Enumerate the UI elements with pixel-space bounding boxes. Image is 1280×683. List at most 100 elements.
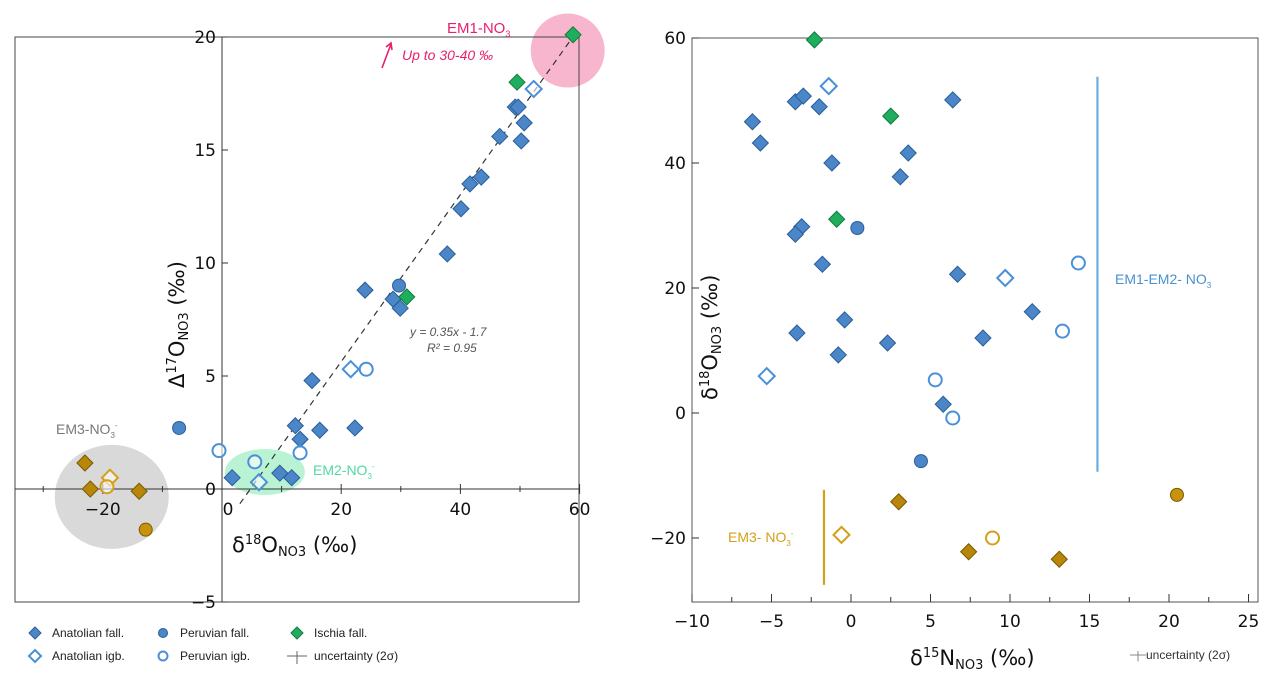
em2-label-superscript: - (372, 462, 375, 471)
series-peruvian-igb- (927, 255, 1086, 426)
legend: Anatolian fall. Peruvian fall. Ischia fall… (27, 626, 398, 664)
axis-label-unit: (‰) (165, 261, 189, 312)
data-point (452, 200, 470, 218)
data-point (247, 454, 263, 470)
legend-label: Peruvian fall. (180, 626, 249, 640)
x-tick-label: 20 (330, 500, 352, 520)
axis-label-unit: (‰) (306, 533, 357, 557)
axis-label-unit: (‰) (698, 275, 722, 326)
data-point (358, 361, 374, 377)
data-point (788, 324, 806, 342)
em2-label-subscript: 3 (367, 472, 372, 481)
y-tick-label: 5 (205, 367, 216, 387)
plot-frame (691, 37, 1259, 603)
data-point (391, 299, 409, 317)
y-tick-label: −5 (191, 593, 216, 613)
legend-marker-diamond-open-icon (27, 648, 43, 664)
em1-em2-label: EM1-EM2- NO3 (1115, 271, 1212, 290)
legend-marker-diamond-icon (28, 626, 42, 640)
data-point (985, 530, 1001, 546)
y-tick-label: 60 (664, 29, 686, 49)
right-chart: −10 −5 0 5 10 15 20 25 −20 0 20 40 60 EM1-EM2- NO3 EM3… (650, 29, 1259, 673)
data-point (827, 210, 846, 228)
axis-label-subscript: NO3 (278, 545, 306, 560)
y-tick-label: 0 (675, 404, 686, 424)
legend-marker-diamond-icon (290, 626, 304, 640)
axis-label-unit: (‰) (983, 646, 1034, 670)
legend-item: Ischia fall. (290, 626, 367, 640)
data-point (1050, 550, 1068, 568)
series-em3-igb-circle- (985, 530, 1001, 546)
data-point (823, 154, 841, 172)
axis-label-superscript: 15 (923, 646, 940, 661)
series-anatolian-fall- (223, 98, 533, 487)
y-axis-label: δ18ONO3 (‰) (698, 275, 725, 400)
data-point (515, 114, 533, 132)
series-em3-fall-circle- (138, 522, 153, 537)
y-tick-label: 20 (194, 28, 216, 48)
data-point (286, 417, 305, 435)
data-point (974, 329, 992, 347)
axis-label-symbol: δ (910, 646, 923, 670)
axis-label-main: O (165, 341, 189, 358)
data-point (832, 525, 851, 545)
x-tick-label: 20 (1158, 612, 1180, 632)
em2-label: EM2-NO3- (313, 462, 375, 481)
data-point (81, 480, 99, 498)
legend-item: Anatolian fall. (28, 626, 124, 640)
series-em3-fall-circle- (1169, 487, 1184, 502)
data-point (813, 255, 832, 273)
series-em3-fall-diamond- (889, 493, 1068, 568)
data-point (512, 132, 530, 150)
data-point (786, 225, 805, 243)
legend-marker-cross-icon (287, 651, 307, 664)
series-peruvian-fall- (850, 221, 928, 469)
legend-label: Anatolian fall. (52, 626, 124, 640)
em3-label: EM3- NO3- (728, 529, 794, 548)
data-point (99, 479, 115, 495)
data-point (889, 493, 908, 511)
data-point (356, 281, 374, 299)
em1-em2-label-subscript: 3 (1207, 281, 1212, 290)
axis-label-symbol: Δ (165, 373, 189, 388)
y-axis-label: Δ17ONO3 (‰) (165, 261, 192, 388)
y-tick-label: −20 (650, 529, 686, 549)
data-point (524, 79, 544, 99)
data-point (172, 420, 187, 435)
data-point (341, 359, 361, 379)
data-point (891, 168, 909, 186)
axis-label-subscript: NO3 (710, 326, 725, 354)
em3-label-subscript: 3 (110, 431, 115, 440)
data-point (472, 168, 490, 186)
data-point (76, 454, 94, 472)
em1-zone (530, 13, 605, 88)
data-point (850, 221, 865, 235)
data-point (1054, 323, 1070, 339)
data-point (835, 311, 854, 329)
data-point (810, 98, 828, 116)
data-point (438, 245, 456, 263)
data-point (948, 265, 967, 283)
data-point (130, 482, 148, 500)
data-point (757, 366, 777, 386)
x-axis-label: δ15NNO3 (‰) (910, 646, 1035, 673)
series-ischia-fall- (398, 26, 582, 306)
axis-label-symbol: δ (232, 533, 245, 557)
data-point (794, 87, 813, 105)
legend-item: Peruvian igb. (157, 649, 250, 663)
data-point (819, 76, 839, 96)
legend-item: Peruvian fall. (158, 626, 249, 640)
em3-label-superscript: - (115, 421, 118, 430)
series-peruvian-igb- (211, 361, 374, 470)
data-point (223, 468, 241, 487)
data-point (1023, 303, 1041, 321)
uncertainty-cross-icon (1130, 651, 1146, 662)
series-ischia-fall- (805, 31, 900, 228)
up-arrow-icon (381, 41, 393, 69)
em1-label-subscript: 3 (505, 29, 510, 39)
x-tick-label: −20 (85, 500, 121, 520)
x-axis-label: δ18ONO3 (‰) (232, 533, 357, 560)
data-point (878, 334, 897, 352)
data-point (392, 278, 407, 293)
